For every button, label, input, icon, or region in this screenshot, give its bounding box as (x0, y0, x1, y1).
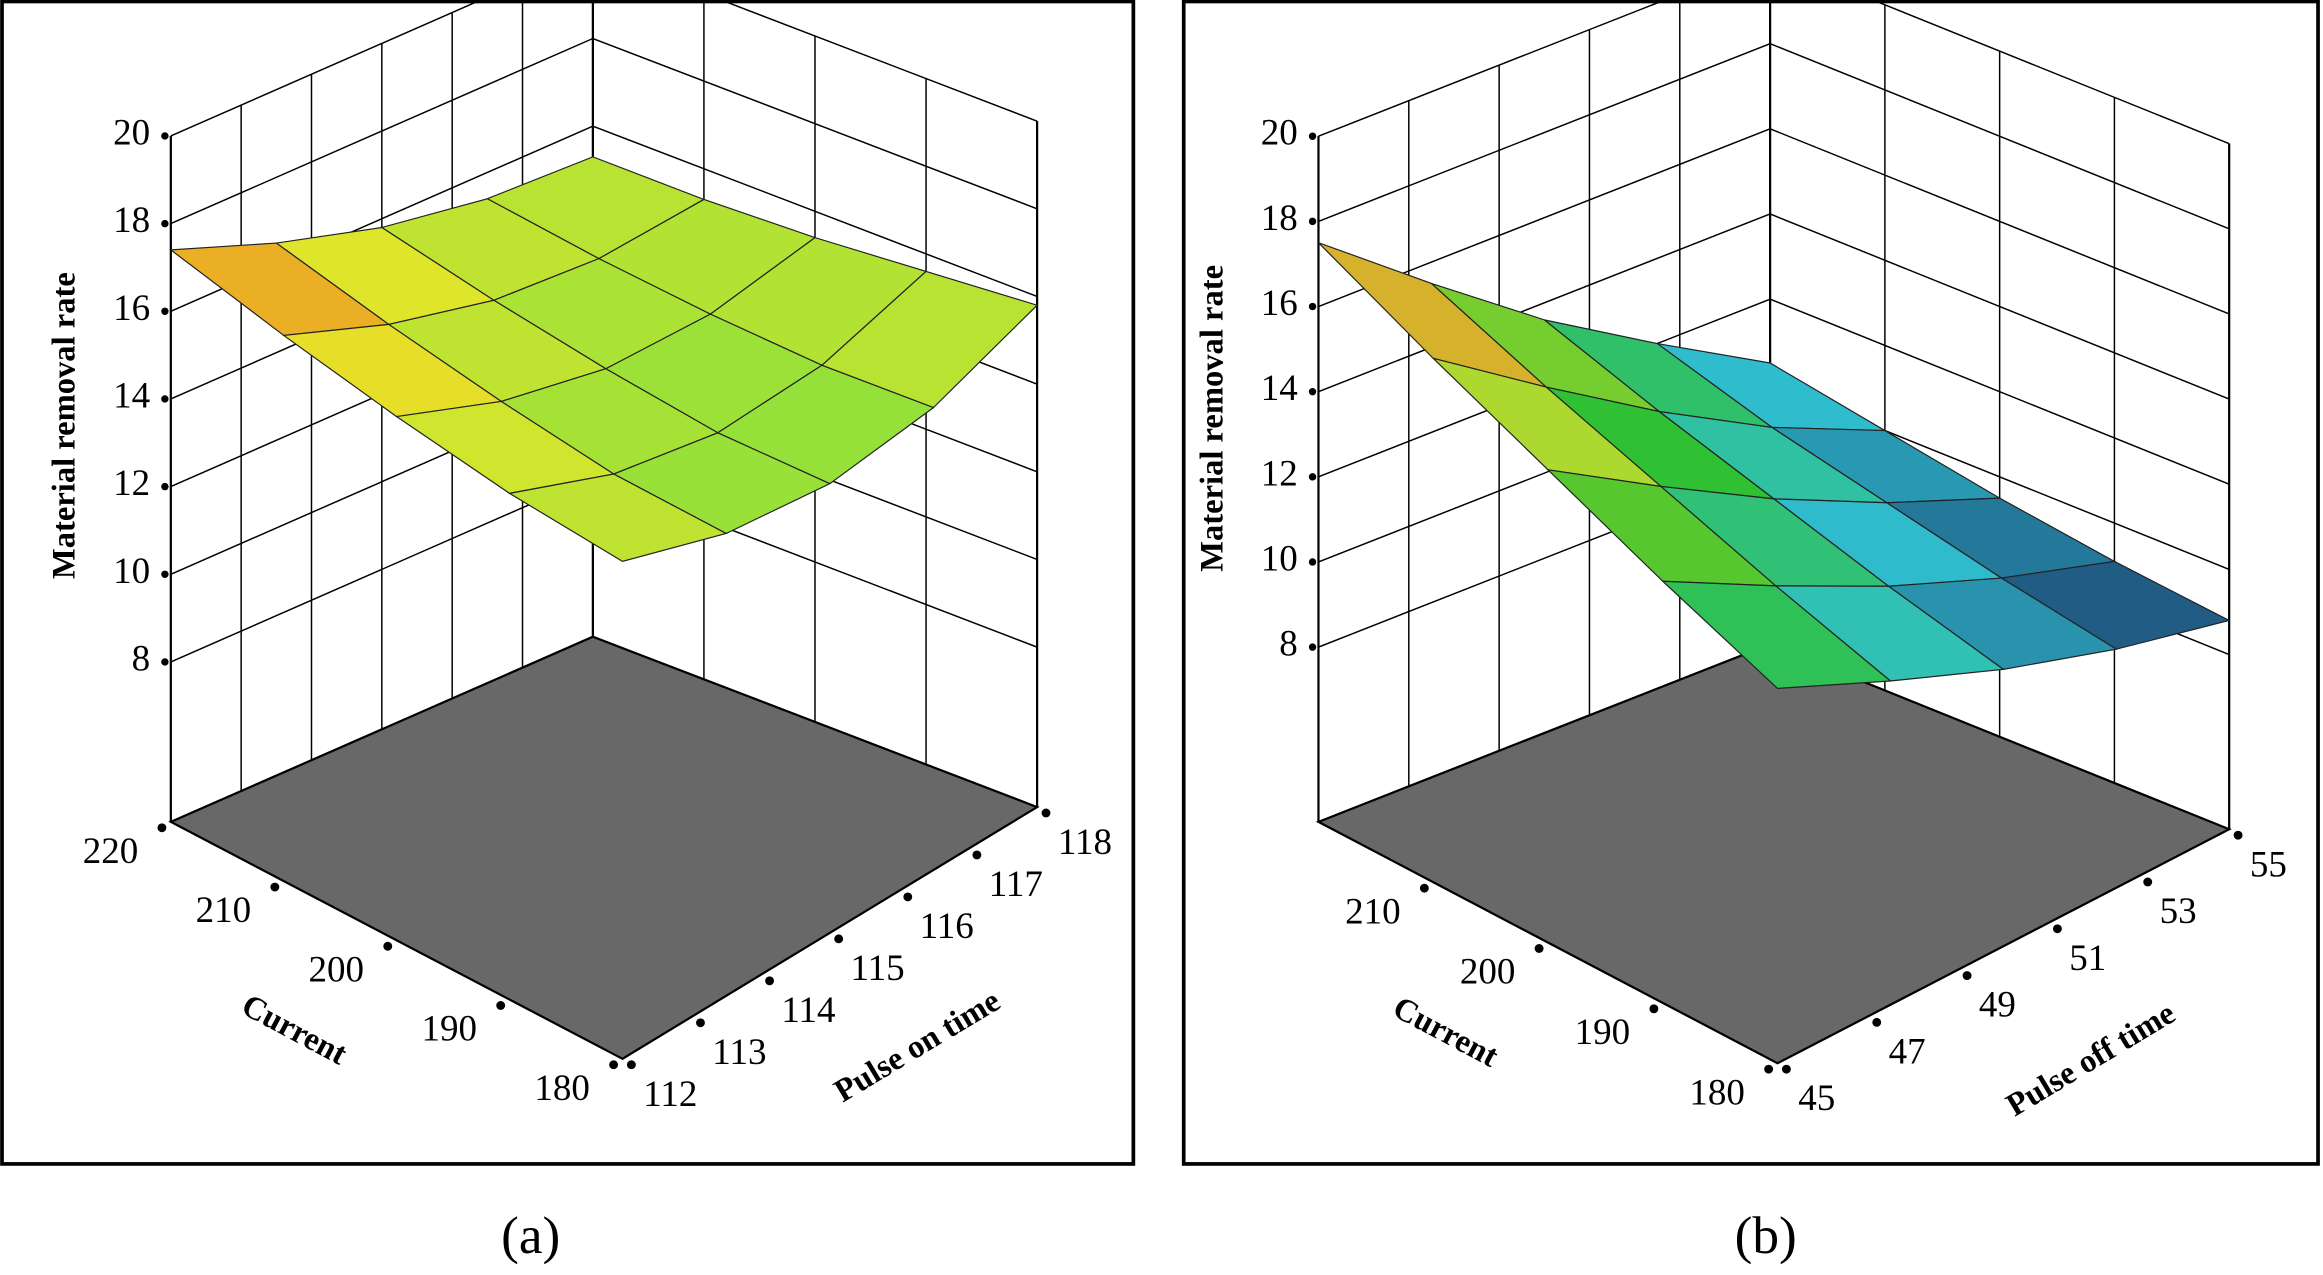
panel-caption: (a) (501, 1205, 560, 1265)
z-tick (1308, 643, 1317, 651)
y-tick (696, 1018, 705, 1028)
y-tick-label: 51 (2069, 938, 2106, 979)
y-tick (834, 934, 844, 944)
x-tick (383, 941, 393, 951)
panel-frame (0, 0, 1136, 1166)
y-tick-label: 115 (851, 948, 905, 989)
y-tick (1962, 971, 1972, 981)
z-tick-label: 14 (1261, 368, 1298, 409)
z-tick-label: 20 (113, 112, 150, 153)
z-tick (1308, 387, 1317, 396)
z-axis-label: Material removal rate (1194, 265, 1230, 572)
floor (168, 635, 1040, 1061)
surface-patch (507, 473, 728, 562)
x-tick (496, 1001, 506, 1010)
z-tick (161, 132, 169, 140)
y-tick (626, 1060, 636, 1070)
z-tick-label: 8 (132, 638, 151, 679)
y-tick (2143, 877, 2153, 887)
y-tick (903, 892, 913, 902)
z-tick-label: 16 (113, 288, 150, 329)
y-tick (1872, 1017, 1882, 1027)
x-tick (1649, 1004, 1659, 1014)
z-tick (161, 219, 169, 228)
y-tick-label: 118 (1058, 822, 1112, 863)
x-tick-label: 180 (534, 1068, 590, 1109)
x-tick-label: 180 (1689, 1072, 1745, 1113)
y-tick (1041, 808, 1051, 818)
x-tick-label: 210 (1345, 891, 1401, 932)
z-tick-label: 18 (1261, 198, 1298, 239)
x-tick-label: 200 (309, 949, 365, 990)
y-axis-label: Pulse on time (828, 983, 1006, 1110)
x-tick-label: 200 (1460, 952, 1516, 993)
z-tick-label: 10 (1261, 538, 1298, 579)
grid-line (1318, 0, 2230, 145)
y-tick (972, 850, 982, 860)
z-tick (161, 307, 169, 315)
grid-line (170, 0, 1038, 137)
z-tick-label: 16 (1261, 283, 1298, 324)
x-tick-label: 220 (83, 831, 139, 872)
z-tick-label: 12 (1261, 453, 1298, 494)
z-tick-label: 20 (1261, 113, 1298, 154)
z-tick (1308, 302, 1317, 311)
x-tick (1764, 1064, 1774, 1074)
y-tick-label: 49 (1979, 985, 2016, 1026)
y-tick-label: 114 (781, 990, 835, 1031)
x-tick (270, 882, 280, 892)
x-tick (1534, 944, 1544, 953)
x-tick-label: 210 (196, 890, 252, 931)
z-tick (1308, 473, 1317, 481)
z-tick-label: 8 (1279, 624, 1298, 665)
z-tick-label: 12 (113, 463, 150, 504)
x-tick (609, 1060, 619, 1070)
y-tick-label: 113 (712, 1032, 766, 1073)
surface-patch (1661, 580, 1892, 690)
z-tick-label: 10 (113, 551, 150, 592)
y-tick (2233, 830, 2243, 840)
z-tick-label: 14 (113, 375, 150, 416)
z-tick (1308, 132, 1317, 140)
y-tick (1781, 1064, 1791, 1074)
y-axis-label: Pulse off time (2000, 995, 2181, 1124)
z-tick (1308, 217, 1317, 226)
y-tick-label: 116 (920, 906, 974, 947)
z-tick (161, 658, 169, 666)
x-tick (1419, 883, 1429, 893)
x-tick-label: 190 (421, 1009, 477, 1050)
x-tick-label: 190 (1575, 1012, 1631, 1053)
y-tick-label: 112 (643, 1074, 697, 1115)
panel-frame (1181, 0, 2320, 1166)
x-tick (157, 823, 167, 833)
y-tick-label: 55 (2250, 844, 2287, 885)
grid-line (1318, 42, 2230, 230)
y-tick (2052, 924, 2062, 934)
z-axis-label: Material removal rate (47, 272, 83, 579)
z-tick (161, 482, 169, 491)
y-tick (765, 976, 775, 986)
y-tick-label: 53 (2160, 891, 2197, 932)
floor (1315, 642, 2232, 1065)
y-tick-label: 45 (1798, 1078, 1835, 1119)
x-axis-label: Current (236, 987, 353, 1072)
y-tick-label: 47 (1889, 1031, 1926, 1072)
z-tick-label: 18 (113, 200, 150, 241)
panel-caption: (b) (1735, 1205, 1797, 1265)
z-tick (161, 395, 169, 403)
z-tick (161, 570, 169, 578)
z-tick (1308, 558, 1317, 566)
x-axis-label: Current (1387, 990, 1504, 1075)
grid-line (1318, 128, 2230, 315)
y-tick-label: 117 (989, 864, 1043, 905)
